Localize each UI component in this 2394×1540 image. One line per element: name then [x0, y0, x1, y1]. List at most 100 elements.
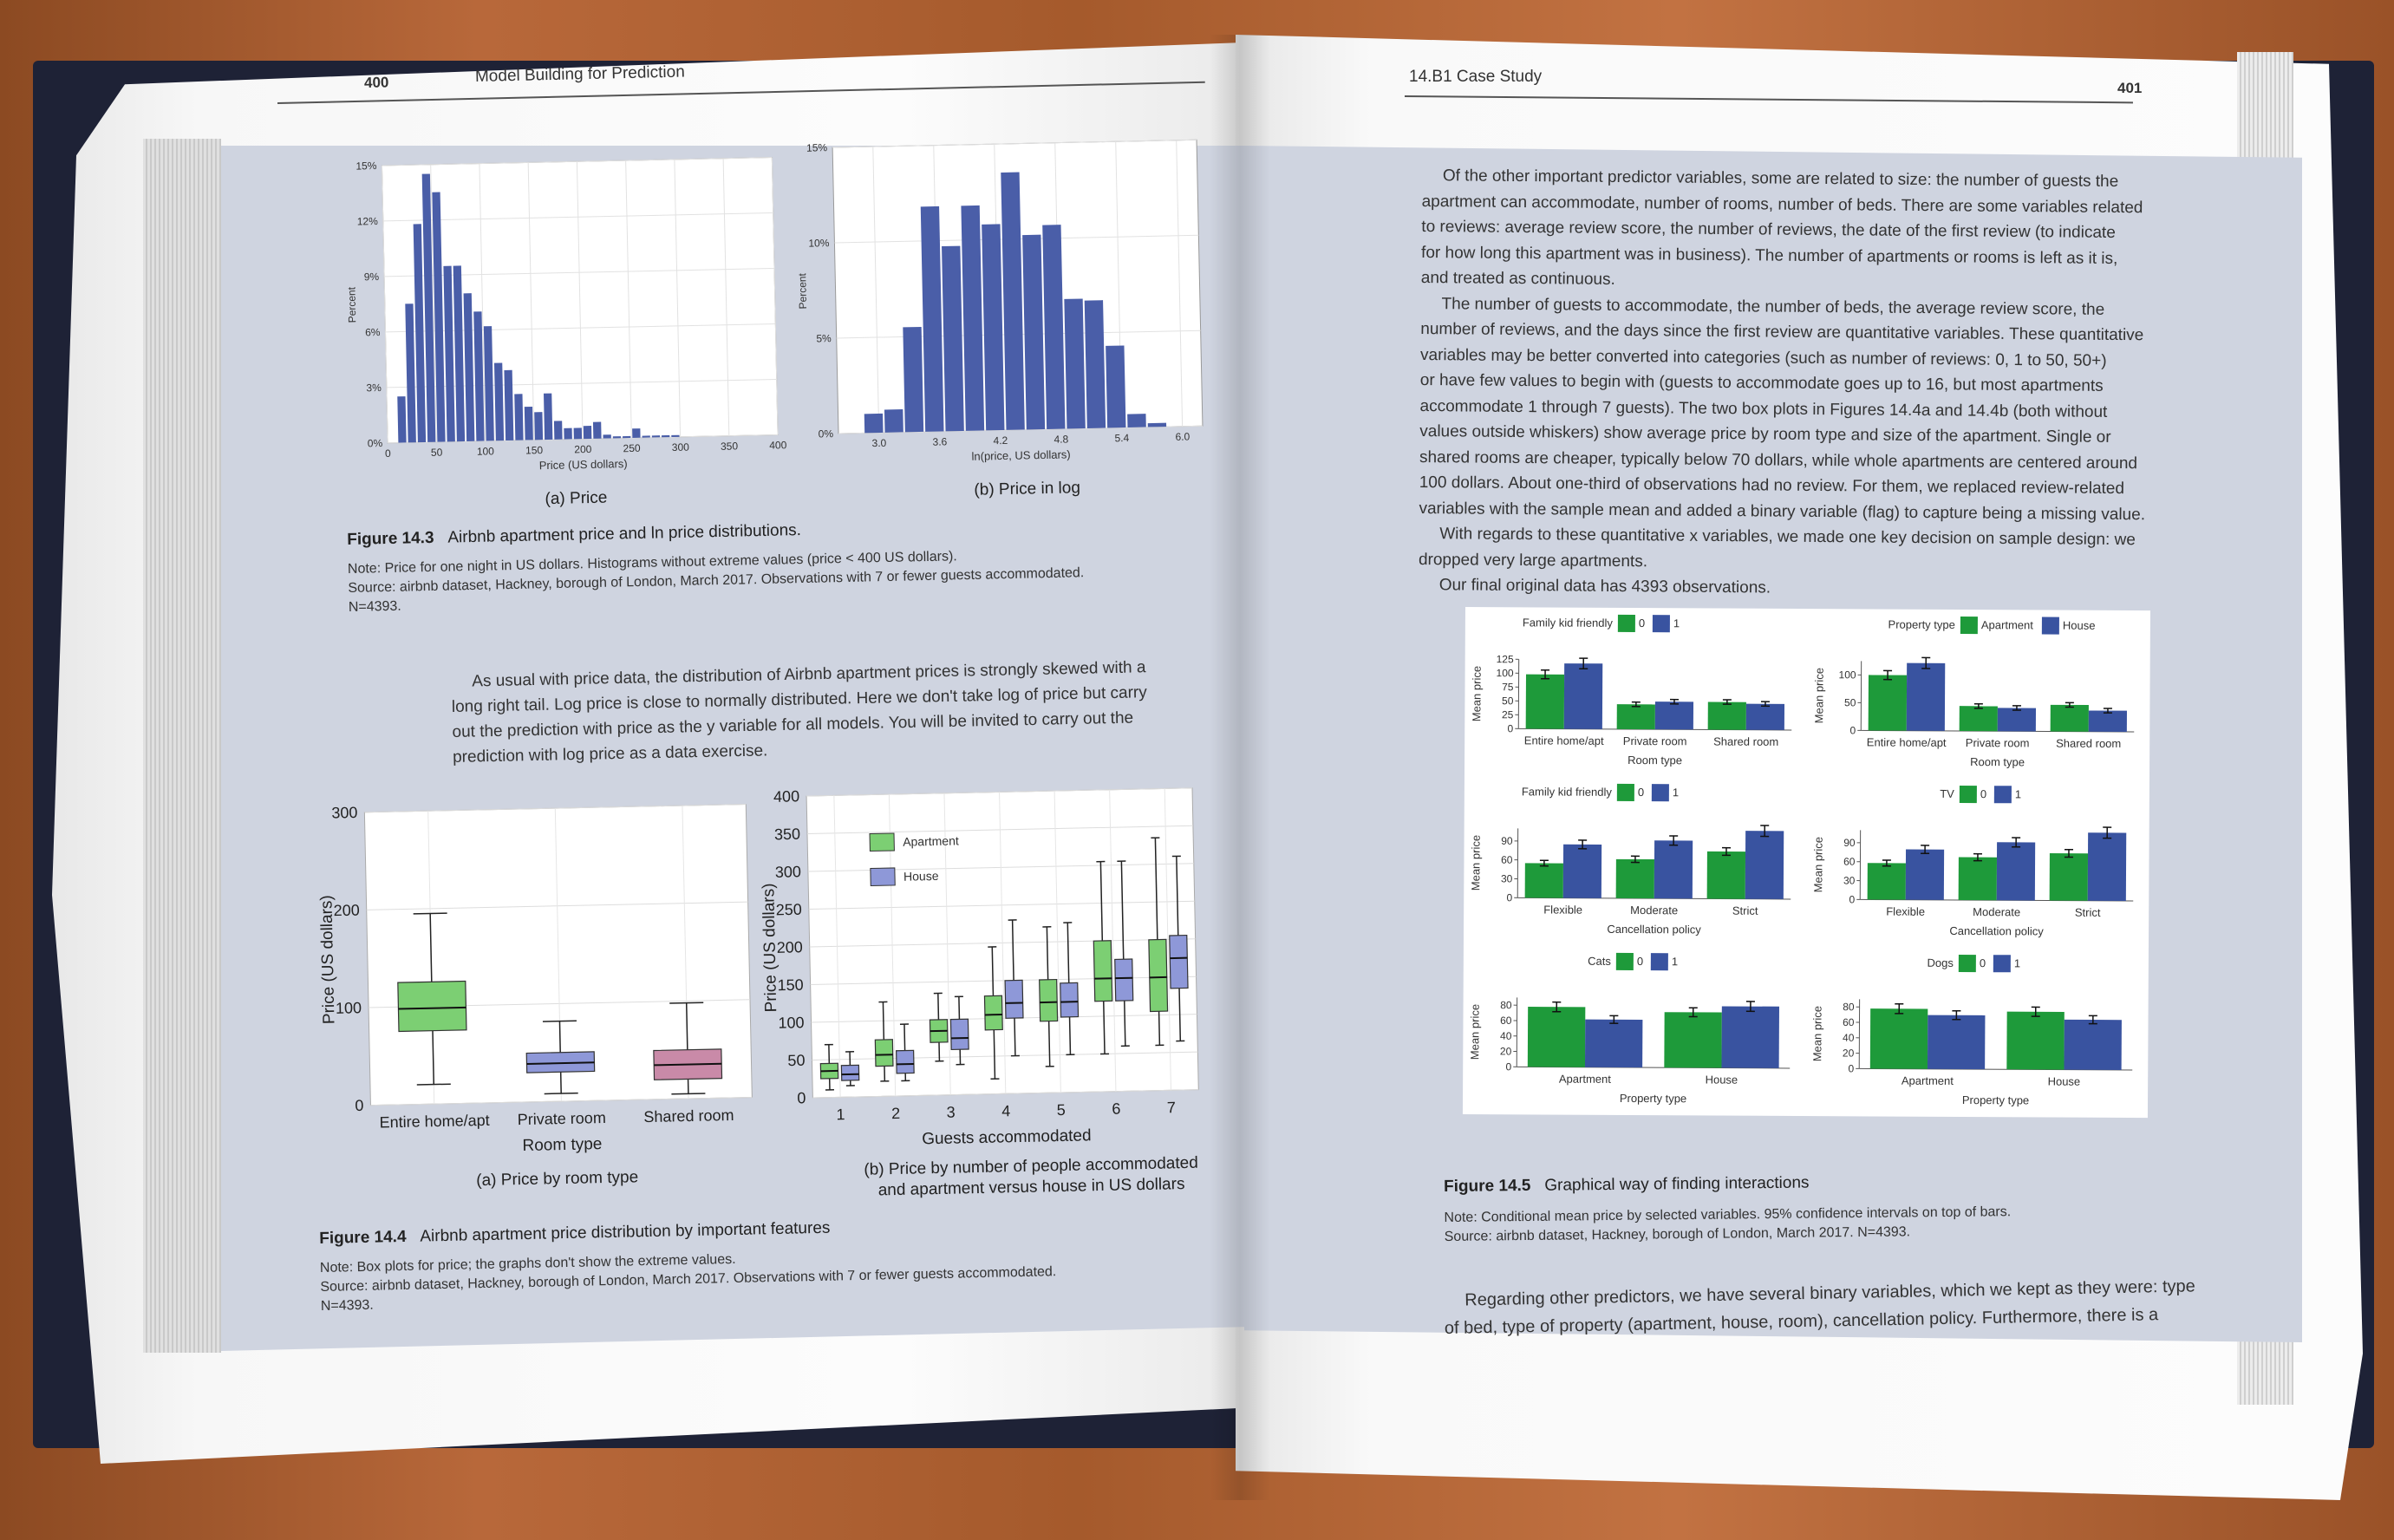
legend-label: 0	[1637, 955, 1643, 968]
y-tick-label: 30	[1843, 874, 1856, 886]
grid-line	[833, 795, 841, 1098]
y-axis-label: Price (US dollars)	[760, 883, 780, 1012]
grid-line	[1109, 789, 1117, 1092]
page-number-left: 400	[363, 74, 389, 91]
apartment-box	[983, 995, 1003, 1031]
legend-label: House	[903, 869, 939, 884]
x-axis-label: Cancellation policy	[1607, 923, 1701, 936]
house-box	[1114, 958, 1134, 1002]
y-tick-label: 100	[1497, 667, 1514, 679]
y-axis-label: Mean price	[1810, 1006, 1823, 1061]
house-box	[1169, 934, 1189, 989]
y-tick-label: 5%	[816, 332, 832, 344]
left-paragraph: As usual with price data, the distributi…	[451, 654, 1216, 770]
boxplot-guests: 0 50 100 150 200 250 300 350 400 1 2 3 4 5 6 7 Apartment…	[760, 787, 1199, 1148]
y-axis-label: Mean price	[1469, 835, 1482, 891]
grid-line	[1164, 788, 1171, 1091]
x-tick-label: 300	[672, 441, 690, 454]
y-axis-label: Percent	[345, 286, 358, 323]
room-type-box	[397, 980, 467, 1033]
y-tick-label: 0	[1850, 724, 1856, 736]
legend-title: Property type	[1888, 618, 1955, 631]
room-type-cap	[669, 1002, 704, 1004]
house-box	[896, 1049, 915, 1074]
x-tick-label: House	[1706, 1073, 1738, 1086]
x-tick-label: Entire home/apt	[379, 1112, 489, 1132]
apartment-whisker	[1158, 1011, 1161, 1046]
panel-a-label: (a) Price	[545, 488, 608, 509]
figure-14-4-caption-block: Figure 14.4 Airbnb apartment price distr…	[319, 1211, 1188, 1315]
histogram-bar	[483, 326, 494, 441]
y-tick-label: 75	[1502, 681, 1514, 693]
grid-line	[674, 159, 682, 437]
y-tick-label: 50	[1502, 695, 1514, 707]
boxplot-room-type: 0 100 200 300 Entire home/apt Private room Sha…	[317, 804, 753, 1155]
y-tick-label: 0%	[368, 437, 383, 449]
x-tick-label: 6.0	[1175, 430, 1190, 442]
legend-label: 1	[1673, 786, 1679, 799]
fig144-label: Figure 14.4	[319, 1227, 407, 1248]
x-tick-label: 7	[1167, 1099, 1176, 1116]
room-type-cap	[413, 912, 447, 915]
bar	[1867, 863, 1906, 900]
y-tick-label: 100	[1839, 669, 1856, 681]
bar	[1997, 708, 2036, 732]
apartment-box	[1093, 940, 1113, 1002]
histogram-bar	[432, 192, 446, 442]
x-axis-label: Room type	[1970, 755, 2025, 768]
room-type-whisker	[685, 1002, 688, 1050]
bar	[1959, 706, 1998, 732]
fig145-label: Figure 14.5	[1444, 1176, 1531, 1196]
house-whisker	[958, 996, 961, 1020]
house-whisker	[1120, 861, 1125, 960]
bar	[1868, 675, 1908, 731]
x-tick-label: 100	[477, 445, 495, 457]
room-type-median	[526, 1061, 595, 1065]
y-tick-label: 80	[1500, 999, 1512, 1011]
y-axis-label: Mean price	[1468, 1004, 1481, 1060]
histogram-bar	[463, 293, 475, 441]
legend-title: Dogs	[1927, 956, 1954, 969]
bar	[1654, 701, 1694, 730]
histogram-bar	[612, 436, 622, 439]
running-head-right: 14.B1 Case Study	[1409, 68, 1543, 86]
figure-14-3: 0 50 100 150 200 250 300 350 400 0% 3% 6% 9% 12% 15% Pr…	[338, 129, 1222, 529]
x-tick-label: Apartment	[1559, 1073, 1611, 1086]
room-type-cap	[671, 1093, 706, 1095]
bar	[2006, 1011, 2065, 1070]
histogram-bar	[942, 245, 964, 432]
house-box	[840, 1064, 860, 1081]
grid-line	[722, 158, 730, 436]
x-tick-label: 2	[891, 1105, 900, 1122]
apartment-whisker	[993, 1029, 996, 1080]
panel-b-label: (b) Price in log	[974, 479, 1081, 499]
bar	[1615, 858, 1654, 899]
bar-chart-family-room: Family kid friendly 0 10255075100125Entire…	[1470, 614, 1792, 767]
legend-title: Family kid friendly	[1523, 616, 1614, 630]
histogram-bar	[534, 412, 544, 440]
histogram-bar	[504, 369, 514, 441]
histogram-bar	[397, 396, 407, 443]
grid-line	[872, 147, 880, 434]
y-tick-label: 250	[776, 901, 802, 919]
y-tick-label: 0	[1508, 722, 1514, 734]
house-box	[949, 1018, 969, 1051]
house-whisker	[1178, 988, 1182, 1041]
bar	[1996, 842, 2036, 901]
x-tick-label: 4.8	[1053, 433, 1068, 445]
legend-title: Cats	[1588, 955, 1611, 968]
x-tick-label: Apartment	[1902, 1074, 1954, 1087]
x-tick-label: Shared room	[2056, 737, 2121, 750]
y-tick-label: 0	[355, 1097, 363, 1114]
x-tick-label: Entire home/apt	[1867, 735, 1947, 748]
y-tick-label: 300	[331, 804, 357, 822]
bar	[1654, 840, 1693, 899]
apartment-box	[1148, 938, 1169, 1013]
histogram-bar	[662, 434, 670, 438]
y-tick-label: 60	[1501, 854, 1513, 866]
y-axis-label: Mean price	[1470, 666, 1483, 721]
y-tick-label: 60	[1843, 856, 1856, 868]
histogram-log-price: 3.0 3.6 4.2 4.8 5.4 6.0 0% 5% 10% 15% ln(price, US…	[796, 139, 1204, 463]
x-axis-label: Property type	[1962, 1093, 2029, 1106]
